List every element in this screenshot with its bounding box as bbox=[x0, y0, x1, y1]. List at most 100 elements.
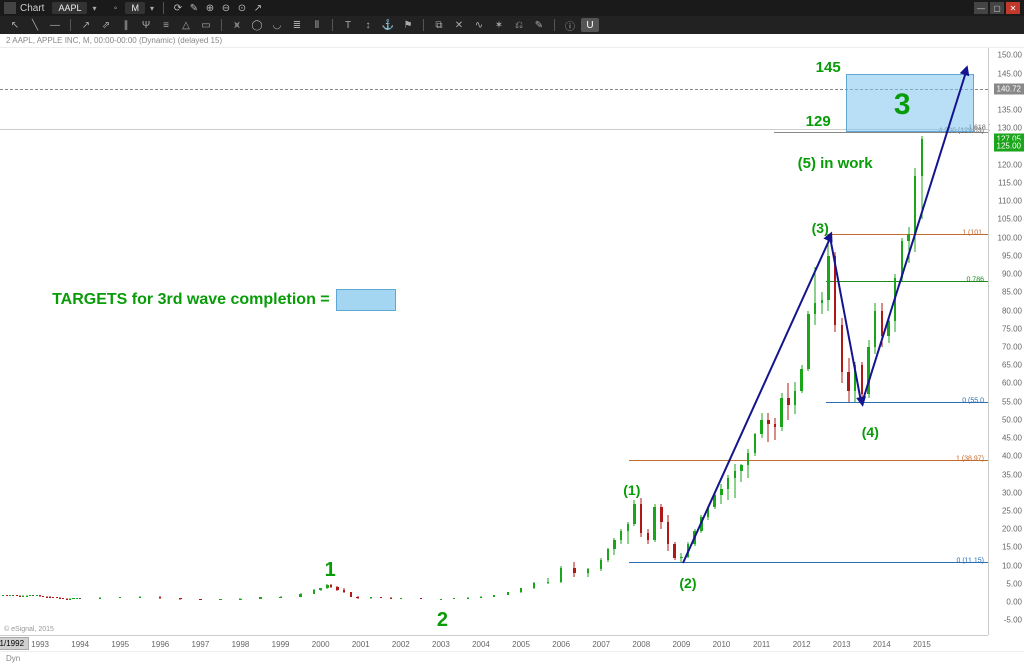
ray-icon[interactable]: ⇗ bbox=[97, 18, 115, 32]
candle bbox=[667, 48, 669, 635]
x-tick: 2015 bbox=[913, 640, 931, 649]
candle bbox=[19, 48, 21, 635]
y-tick: 70.00 bbox=[1002, 342, 1022, 351]
y-tick: 5.00 bbox=[1006, 579, 1022, 588]
y-tick: 90.00 bbox=[1002, 270, 1022, 279]
candle bbox=[239, 48, 241, 635]
wave-icon[interactable]: ∿ bbox=[470, 18, 488, 32]
close-button[interactable]: ✕ bbox=[1006, 2, 1020, 14]
gann-icon[interactable]: ✶ bbox=[490, 18, 508, 32]
flag-icon[interactable]: ⚑ bbox=[399, 18, 417, 32]
candle bbox=[673, 48, 675, 635]
candle bbox=[76, 48, 78, 635]
y-tick: 120.00 bbox=[998, 160, 1022, 169]
line-icon[interactable]: ╲ bbox=[26, 18, 44, 32]
arc-icon[interactable]: ◡ bbox=[268, 18, 286, 32]
brush-icon[interactable]: ✎ bbox=[530, 18, 548, 32]
candle bbox=[259, 48, 261, 635]
candle bbox=[350, 48, 352, 635]
candle bbox=[66, 48, 68, 635]
chart-plot[interactable]: 4.236 (129.03)1.618 (1 (101.0.7860 (55.0… bbox=[0, 48, 988, 635]
triangle-icon[interactable]: △ bbox=[177, 18, 195, 32]
pitchfork-icon[interactable]: Ψ bbox=[137, 18, 155, 32]
candle bbox=[754, 48, 756, 635]
text-icon[interactable]: T bbox=[339, 18, 357, 32]
y-tick: 110.00 bbox=[998, 197, 1022, 206]
channel-icon[interactable]: ∥ bbox=[117, 18, 135, 32]
minimize-button[interactable]: — bbox=[974, 2, 988, 14]
edit-icon[interactable]: ✎ bbox=[187, 1, 201, 15]
delete-icon[interactable]: ✕ bbox=[450, 18, 468, 32]
y-tick: 55.00 bbox=[1002, 397, 1022, 406]
underline-icon[interactable]: U bbox=[581, 18, 599, 32]
candle bbox=[179, 48, 181, 635]
x-tick: 2004 bbox=[472, 640, 490, 649]
candle bbox=[59, 48, 61, 635]
y-price-marker: 125.00 bbox=[994, 141, 1024, 152]
chart-area[interactable]: 4.236 (129.03)1.618 (1 (101.0.7860 (55.0… bbox=[0, 48, 1024, 665]
fib-level-label: 0.786 bbox=[966, 277, 984, 284]
y-tick: 50.00 bbox=[1002, 415, 1022, 424]
candle bbox=[356, 48, 358, 635]
candle bbox=[894, 48, 896, 635]
y-tick: 80.00 bbox=[1002, 306, 1022, 315]
bottom-strip: Dyn bbox=[0, 651, 1024, 665]
x-tick: 2014 bbox=[873, 640, 891, 649]
candle bbox=[774, 48, 776, 635]
circle-icon[interactable]: ◯ bbox=[248, 18, 266, 32]
separator bbox=[163, 2, 164, 14]
candle bbox=[480, 48, 482, 635]
candle bbox=[573, 48, 575, 635]
cursor-icon[interactable]: ↖ bbox=[6, 18, 24, 32]
y-tick: 0.00 bbox=[1006, 598, 1022, 607]
measure-icon[interactable]: ↕ bbox=[359, 18, 377, 32]
tool-icon[interactable]: ↗ bbox=[251, 1, 265, 15]
fib-level-label: 1 (101. bbox=[962, 229, 984, 236]
candle bbox=[800, 48, 802, 635]
candle bbox=[620, 48, 622, 635]
rect-icon[interactable]: ▭ bbox=[197, 18, 215, 32]
link2-icon[interactable]: ⎌ bbox=[510, 18, 528, 32]
info-icon[interactable]: ⓘ bbox=[561, 18, 579, 32]
trend-icon[interactable]: ↗ bbox=[77, 18, 95, 32]
interval-label: M bbox=[125, 2, 145, 14]
legend-text: TARGETS for 3rd wave completion = bbox=[52, 291, 330, 309]
candle bbox=[713, 48, 715, 635]
polyline-icon[interactable]: ⩙ bbox=[228, 18, 246, 32]
fib-icon[interactable]: ≡ bbox=[157, 18, 175, 32]
interval-selector[interactable]: ◦ M ▾ bbox=[107, 1, 157, 15]
candle bbox=[2, 48, 4, 635]
zoom-out-icon[interactable]: ⊖ bbox=[219, 1, 233, 15]
x-tick: 1993 bbox=[31, 640, 49, 649]
bars-icon[interactable]: ⦀ bbox=[308, 18, 326, 32]
candle bbox=[787, 48, 789, 635]
reset-icon[interactable]: ⊙ bbox=[235, 1, 249, 15]
chevron-down-icon: ▾ bbox=[89, 3, 99, 13]
candle bbox=[493, 48, 495, 635]
candle bbox=[390, 48, 392, 635]
anchor-icon[interactable]: ⚓ bbox=[379, 18, 397, 32]
candle bbox=[279, 48, 281, 635]
y-tick: 115.00 bbox=[998, 178, 1022, 187]
x-tick: 1995 bbox=[111, 640, 129, 649]
x-tick: 1994 bbox=[71, 640, 89, 649]
candle bbox=[660, 48, 662, 635]
symbol-selector[interactable]: AAPL ▾ bbox=[52, 2, 99, 14]
y-tick: 60.00 bbox=[1002, 379, 1022, 388]
candle bbox=[507, 48, 509, 635]
refresh-icon[interactable]: ⟳ bbox=[171, 1, 185, 15]
lines-icon[interactable]: ≣ bbox=[288, 18, 306, 32]
candle bbox=[380, 48, 382, 635]
copy-icon[interactable]: ⧉ bbox=[430, 18, 448, 32]
candle bbox=[607, 48, 609, 635]
candle bbox=[707, 48, 709, 635]
candle bbox=[700, 48, 702, 635]
hline-icon[interactable]: — bbox=[46, 18, 64, 32]
x-tick: 2006 bbox=[552, 640, 570, 649]
zoom-in-icon[interactable]: ⊕ bbox=[203, 1, 217, 15]
maximize-button[interactable]: ▢ bbox=[990, 2, 1004, 14]
candle bbox=[139, 48, 141, 635]
candle bbox=[680, 48, 682, 635]
x-tick: 2012 bbox=[793, 640, 811, 649]
wave-label: 129 bbox=[806, 113, 831, 130]
